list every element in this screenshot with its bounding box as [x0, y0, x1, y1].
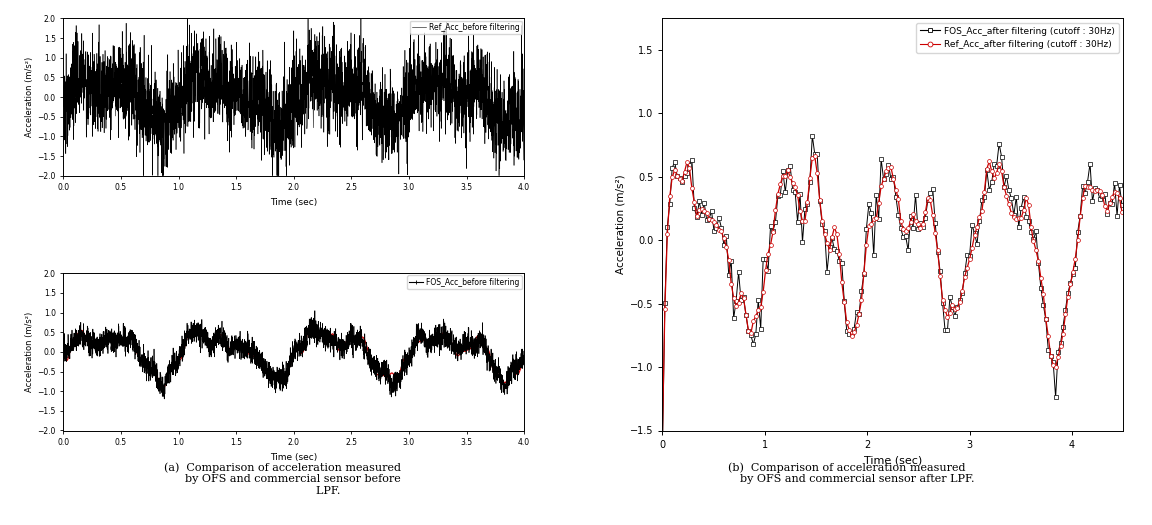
Y-axis label: Acceleration (m/s²): Acceleration (m/s²)	[25, 57, 35, 137]
X-axis label: Time (sec): Time (sec)	[270, 453, 318, 461]
Legend: FOS_Acc_before filtering: FOS_Acc_before filtering	[407, 276, 522, 289]
Text: (b)  Comparison of acceleration measured
      by OFS and commercial sensor afte: (b) Comparison of acceleration measured …	[719, 462, 975, 484]
Text: (a)  Comparison of acceleration measured
      by OFS and commercial sensor befo: (a) Comparison of acceleration measured …	[164, 462, 401, 496]
Y-axis label: Acceleration (m/s²): Acceleration (m/s²)	[615, 175, 626, 274]
Legend: Ref_Acc_before filtering: Ref_Acc_before filtering	[410, 20, 522, 34]
Y-axis label: Acceleration (m/s²): Acceleration (m/s²)	[25, 312, 35, 392]
X-axis label: Time (sec): Time (sec)	[864, 455, 922, 465]
Legend: FOS_Acc_after filtering (cutoff : 30Hz), Ref_Acc_after filtering (cutoff : 30Hz): FOS_Acc_after filtering (cutoff : 30Hz),…	[916, 23, 1119, 52]
X-axis label: Time (sec): Time (sec)	[270, 198, 318, 207]
